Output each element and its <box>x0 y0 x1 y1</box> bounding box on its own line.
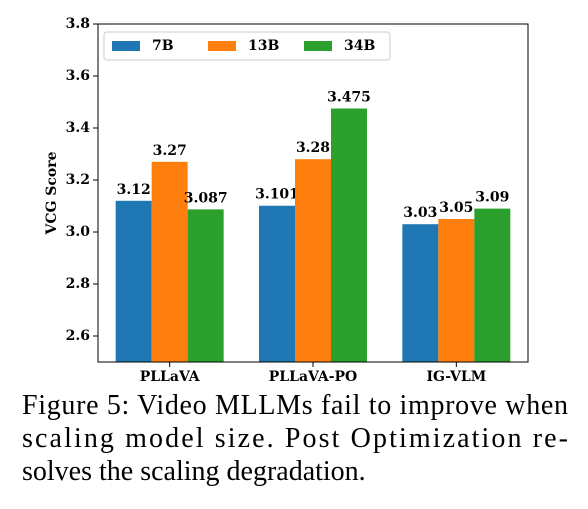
bar <box>295 159 331 362</box>
y-tick-label: 3.8 <box>66 16 90 32</box>
y-tick-label: 3.4 <box>66 120 91 136</box>
bar <box>187 209 224 362</box>
bar <box>259 205 295 362</box>
bar <box>115 200 152 362</box>
value-label: 3.12 <box>117 182 151 198</box>
y-tick-label: 3.0 <box>66 224 91 240</box>
plot-frame <box>97 23 529 363</box>
value-label: 3.27 <box>153 143 187 159</box>
caption-line: scaling model size. Post Optimization re… <box>22 423 568 454</box>
legend-label: 34B <box>344 38 375 54</box>
y-tick-label: 2.8 <box>66 276 90 292</box>
value-label: 3.101 <box>255 187 299 203</box>
bar <box>474 208 511 362</box>
y-axis-label: VCG Score <box>44 151 60 235</box>
legend-swatch <box>208 41 236 51</box>
legend-label: 7B <box>152 38 174 54</box>
x-tick-label: PLLaVA <box>140 369 201 385</box>
legend-box <box>103 31 391 61</box>
bar <box>438 219 475 362</box>
value-label: 3.03 <box>403 205 437 221</box>
value-label: 3.087 <box>184 190 228 206</box>
bar <box>151 161 188 362</box>
bar <box>331 108 367 362</box>
y-tick-label: 2.6 <box>66 328 90 344</box>
x-tick-label: PLLaVA-PO <box>269 369 357 385</box>
y-tick-label: 3.6 <box>66 68 90 84</box>
legend-swatch <box>112 41 140 51</box>
y-tick-label: 3.2 <box>66 172 90 188</box>
bar <box>402 224 439 362</box>
value-label: 3.28 <box>296 140 330 156</box>
value-label: 3.05 <box>439 200 473 216</box>
caption-line: Figure 5: Video MLLMs fail to improve wh… <box>22 390 568 421</box>
legend-label: 13B <box>248 38 279 54</box>
caption-line: solves the scaling degradation. <box>22 456 366 487</box>
x-tick-label: IG-VLM <box>426 369 486 385</box>
legend-swatch <box>304 41 332 51</box>
value-label: 3.475 <box>327 90 371 106</box>
value-label: 3.09 <box>475 190 509 206</box>
